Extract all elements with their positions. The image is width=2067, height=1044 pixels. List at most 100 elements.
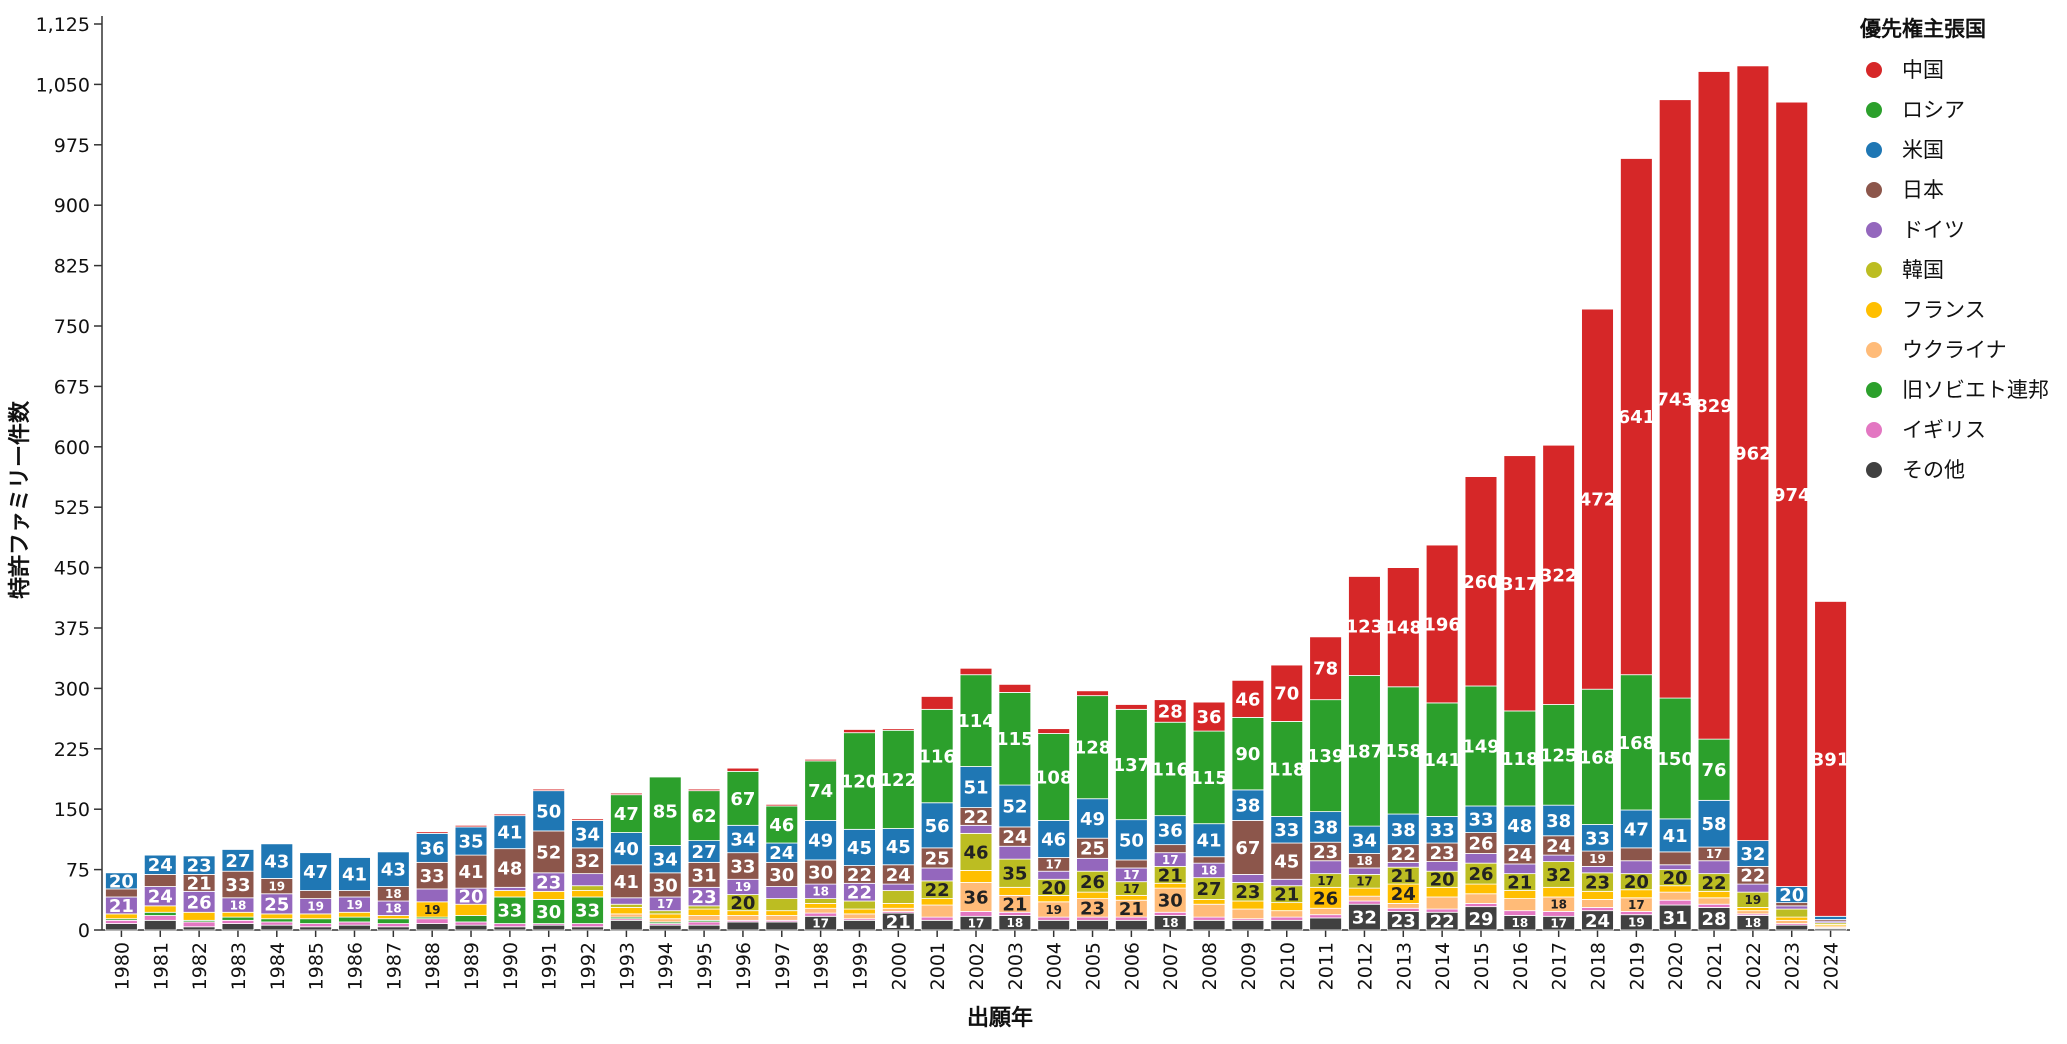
x-tick-label: 1980: [111, 942, 133, 990]
legend-label: 米国: [1902, 138, 1944, 162]
bar-segment: [1153, 844, 1187, 854]
bar-value-label: 49: [1080, 809, 1105, 830]
x-tick-label: 2022: [1743, 942, 1765, 990]
bar-segment: [1736, 910, 1770, 915]
bar-segment: [959, 766, 993, 808]
bar-segment: [1309, 636, 1342, 701]
bar-segment: [610, 907, 643, 915]
legend-swatch: [1866, 182, 1882, 198]
bar-value-label: 21: [1274, 885, 1299, 906]
bar-segment: [648, 918, 682, 923]
bar-segment: [1581, 824, 1614, 852]
bar-segment: [143, 911, 177, 916]
bar-segment: [571, 890, 604, 898]
x-tick-label: 2006: [1121, 942, 1143, 990]
y-tick-label: 150: [54, 799, 90, 821]
bar-segment: [1697, 897, 1731, 905]
bar-segment: [1775, 916, 1809, 921]
bar-value-label: 28: [1158, 701, 1183, 722]
bar-segment: [843, 732, 876, 830]
bar-segment: [221, 923, 255, 931]
bar-value-label: 141: [1423, 750, 1461, 771]
bar-segment: [1309, 811, 1342, 843]
bar-segment: [1814, 915, 1847, 920]
bar-value-label: 17: [1706, 847, 1723, 861]
bar-value-label: 45: [847, 838, 872, 859]
bar-value-label: 23: [1391, 911, 1416, 932]
bar-value-label: 26: [1313, 888, 1338, 909]
bar-segment: [338, 921, 371, 926]
y-tick-label: 825: [54, 256, 90, 278]
bar-value-label: 472: [1579, 490, 1617, 511]
bar-segment: [1386, 813, 1420, 846]
bar-value-label: 41: [497, 823, 522, 844]
x-tick-label: 1997: [772, 942, 794, 990]
legend-swatch: [1866, 262, 1882, 278]
bar-segment: [959, 674, 993, 767]
bar-segment: [299, 918, 332, 924]
bar-segment: [959, 870, 993, 883]
bar-value-label: 43: [264, 852, 289, 873]
bar-value-label: 33: [1585, 828, 1610, 849]
bar-segment: [998, 692, 1032, 786]
bar-segment: [610, 897, 643, 905]
bar-segment: [765, 803, 799, 807]
bar-segment: [1775, 924, 1809, 931]
y-tick-label: 600: [54, 437, 90, 459]
legend-swatch: [1866, 462, 1882, 478]
bar-value-label: 20: [1041, 878, 1066, 899]
bar-value-label: 114: [957, 711, 995, 732]
bar-value-label: 27: [225, 851, 250, 872]
bar-segment: [1348, 867, 1381, 875]
bar-value-label: 19: [735, 880, 752, 894]
bar-value-label: 24: [769, 843, 794, 864]
bar-segment: [1425, 816, 1459, 844]
y-tick-label: 900: [54, 195, 90, 217]
bar-value-label: 118: [1501, 749, 1539, 770]
bar-value-label: 31: [1663, 908, 1688, 929]
bar-segment: [1658, 891, 1692, 901]
bar-value-label: 20: [1663, 868, 1688, 889]
bar-value-label: 58: [1702, 814, 1727, 835]
bar-segment: [182, 926, 216, 931]
bar-value-label: 260: [1462, 572, 1500, 593]
bar-segment: [338, 857, 371, 891]
bar-value-label: 36: [1197, 707, 1222, 728]
bar-value-label: 22: [925, 880, 950, 901]
bar-value-label: 974: [1773, 485, 1811, 506]
bar-segment: [1192, 919, 1226, 931]
bar-value-label: 149: [1462, 736, 1500, 757]
y-tick-label: 750: [54, 316, 90, 338]
x-tick-label: 2010: [1277, 942, 1299, 990]
bar-segment: [843, 913, 876, 920]
bar-value-label: 48: [1507, 816, 1532, 837]
x-tick-label: 2008: [1199, 942, 1221, 990]
bar-segment: [1037, 820, 1071, 858]
bar-value-label: 18: [385, 902, 402, 916]
bar-value-label: 27: [1197, 879, 1222, 900]
bar-segment: [454, 915, 488, 923]
bar-segment: [377, 915, 410, 920]
bar-value-label: 41: [1197, 831, 1222, 852]
bar-value-label: 33: [225, 875, 250, 896]
bar-value-label: 33: [497, 901, 522, 922]
bar-segment: [1542, 704, 1575, 806]
bar-segment: [299, 890, 332, 899]
bar-value-label: 20: [1430, 870, 1455, 891]
x-tick-label: 2018: [1588, 942, 1610, 990]
bar-value-label: 50: [1119, 830, 1144, 851]
x-tick-label: 2013: [1393, 942, 1415, 990]
bar-value-label: 23: [1235, 882, 1260, 903]
bar-value-label: 22: [1702, 873, 1727, 894]
y-axis-title: 特許ファミリー件数: [7, 400, 33, 599]
bar-segment: [299, 926, 332, 931]
bar-segment: [1658, 99, 1692, 699]
bar-segment: [532, 924, 566, 931]
bar-segment: [1736, 65, 1770, 842]
bar-value-label: 38: [1313, 817, 1338, 838]
bar-value-label: 24: [886, 865, 911, 886]
x-tick-label: 1999: [849, 942, 871, 990]
bar-segment: [1115, 704, 1148, 710]
